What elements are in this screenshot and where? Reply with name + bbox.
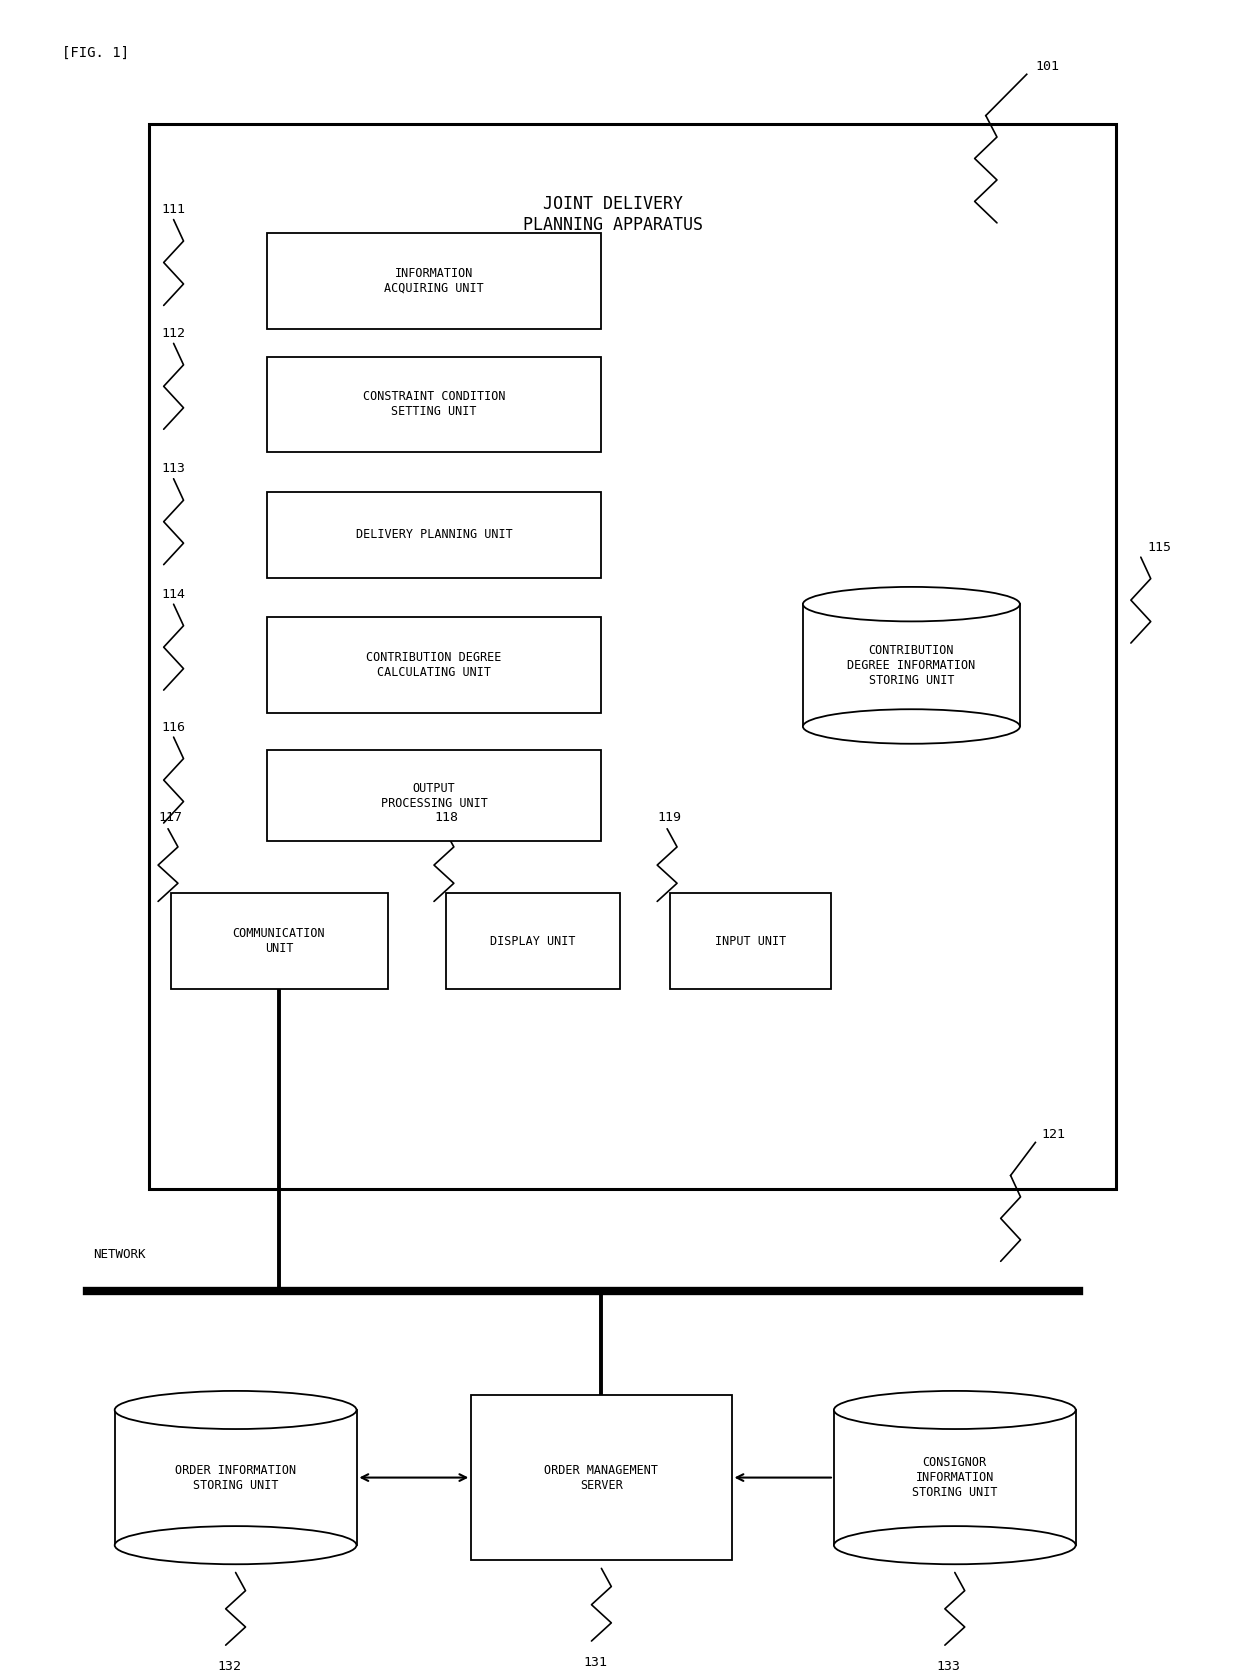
Ellipse shape [835, 1390, 1076, 1429]
Text: OUTPUT
PROCESSING UNIT: OUTPUT PROCESSING UNIT [381, 782, 487, 810]
Text: 101: 101 [1035, 60, 1059, 72]
Ellipse shape [804, 709, 1019, 744]
Text: 111: 111 [161, 204, 185, 216]
Bar [267, 356, 601, 453]
Bar [670, 894, 831, 989]
Bar [149, 124, 1116, 1188]
Text: CONTRIBUTION DEGREE
CALCULATING UNIT: CONTRIBUTION DEGREE CALCULATING UNIT [366, 652, 502, 680]
Text: 133: 133 [936, 1659, 961, 1671]
Ellipse shape [804, 587, 1019, 622]
Text: 117: 117 [159, 810, 182, 824]
Ellipse shape [114, 1526, 357, 1564]
Bar [267, 750, 601, 841]
Ellipse shape [114, 1390, 357, 1429]
Bar [267, 491, 601, 578]
Bar [171, 894, 387, 989]
Ellipse shape [835, 1526, 1076, 1564]
Text: [FIG. 1]: [FIG. 1] [62, 47, 129, 60]
Text: DELIVERY PLANNING UNIT: DELIVERY PLANNING UNIT [356, 528, 512, 541]
Text: COMMUNICATION
UNIT: COMMUNICATION UNIT [233, 927, 325, 956]
Bar [114, 1410, 357, 1546]
Text: 116: 116 [161, 720, 185, 734]
Text: 118: 118 [434, 810, 458, 824]
Text: 112: 112 [161, 328, 185, 341]
Text: INPUT UNIT: INPUT UNIT [714, 934, 786, 947]
Text: 131: 131 [583, 1656, 608, 1669]
Text: 119: 119 [657, 810, 681, 824]
Bar [267, 618, 601, 714]
Text: 115: 115 [1147, 541, 1171, 553]
Text: JOINT DELIVERY
PLANNING APPARATUS: JOINT DELIVERY PLANNING APPARATUS [523, 196, 703, 234]
Text: CONTRIBUTION
DEGREE INFORMATION
STORING UNIT: CONTRIBUTION DEGREE INFORMATION STORING … [847, 643, 976, 687]
Text: CONSIGNOR
INFORMATION
STORING UNIT: CONSIGNOR INFORMATION STORING UNIT [913, 1455, 997, 1499]
Ellipse shape [835, 1390, 1076, 1429]
Bar [446, 894, 620, 989]
Text: DISPLAY UNIT: DISPLAY UNIT [491, 934, 575, 947]
Text: 132: 132 [217, 1659, 242, 1671]
Bar [471, 1395, 732, 1561]
Bar [804, 605, 1021, 727]
Bar [267, 232, 601, 329]
Text: NETWORK: NETWORK [93, 1248, 145, 1262]
Text: 114: 114 [161, 588, 185, 602]
Text: 113: 113 [161, 463, 185, 476]
Text: INFORMATION
ACQUIRING UNIT: INFORMATION ACQUIRING UNIT [384, 267, 484, 294]
Ellipse shape [804, 587, 1019, 622]
Text: ORDER INFORMATION
STORING UNIT: ORDER INFORMATION STORING UNIT [175, 1464, 296, 1492]
Text: CONSTRAINT CONDITION
SETTING UNIT: CONSTRAINT CONDITION SETTING UNIT [363, 391, 505, 418]
Text: 121: 121 [1042, 1128, 1065, 1141]
Ellipse shape [114, 1390, 357, 1429]
Bar [833, 1410, 1075, 1546]
Text: ORDER MANAGEMENT
SERVER: ORDER MANAGEMENT SERVER [544, 1464, 658, 1492]
